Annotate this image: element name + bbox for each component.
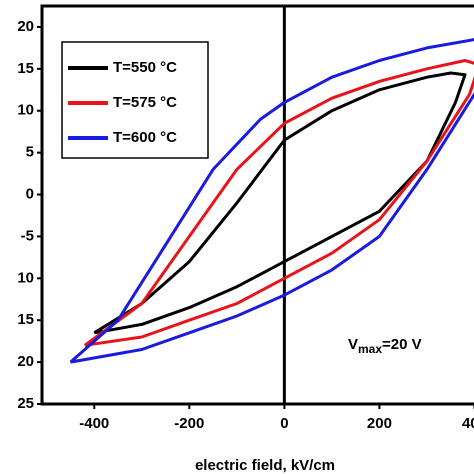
y-tick-label: -5 xyxy=(21,227,34,244)
y-tick-label: 10 xyxy=(17,102,34,119)
y-tick-label: 15 xyxy=(17,311,34,328)
x-tick-label: -200 xyxy=(174,415,204,432)
x-axis-label: electric field, kV/cm xyxy=(195,457,335,474)
y-tick-label: 25 xyxy=(17,395,34,412)
x-tick-label: 200 xyxy=(367,415,392,432)
legend-label: T=550 °C xyxy=(113,59,177,76)
loop-line xyxy=(83,59,474,347)
x-tick-label: 0 xyxy=(280,415,288,432)
y-tick-label: 20 xyxy=(17,18,34,35)
y-tick-label: 5 xyxy=(26,144,34,161)
legend-label: T=575 °C xyxy=(113,94,177,111)
loop-line xyxy=(69,38,474,364)
y-tick-label: 20 xyxy=(17,353,34,370)
y-tick-label: 0 xyxy=(26,185,34,202)
x-tick-label: -400 xyxy=(79,415,109,432)
loop-line xyxy=(93,71,467,335)
y-tick-label: 15 xyxy=(17,60,34,77)
x-tick-label: 400 xyxy=(462,415,474,432)
y-tick-label: 10 xyxy=(17,269,34,286)
plot-frame xyxy=(40,4,474,406)
legend-label: T=600 °C xyxy=(113,129,177,146)
annotation: Vmax=20 V xyxy=(348,336,422,356)
